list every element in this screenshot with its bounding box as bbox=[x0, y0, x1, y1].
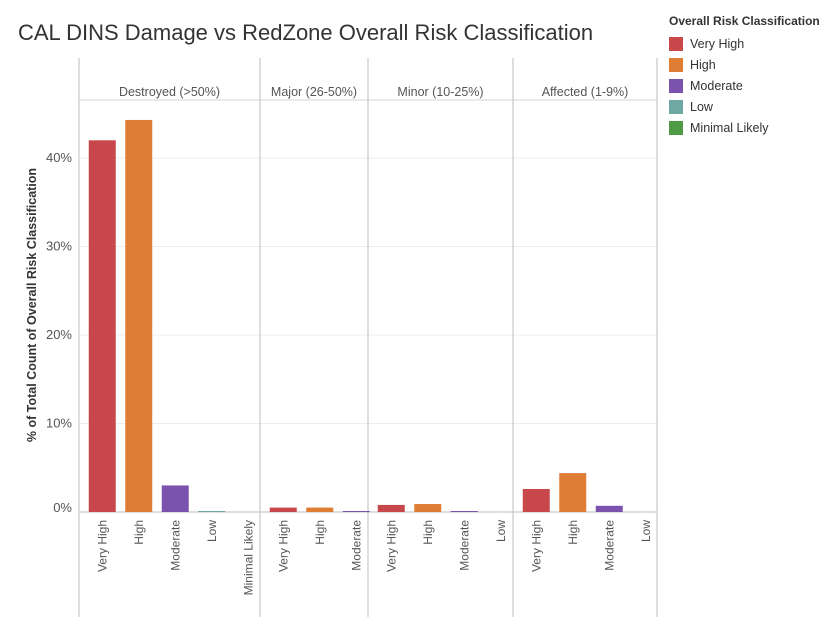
legend-item-low[interactable]: Low bbox=[669, 96, 837, 117]
bar-major-26-50-high bbox=[306, 507, 334, 512]
bar-destroyed-50-very-high bbox=[88, 140, 116, 513]
x-tick-label-moderate: Moderate bbox=[349, 520, 363, 571]
bar-affected-1-9-high bbox=[559, 473, 587, 512]
x-tick-label-moderate: Moderate bbox=[168, 520, 182, 571]
legend-swatch bbox=[669, 99, 683, 114]
bar-chart: Destroyed (>50%) Major (26-50%) Minor (10-… bbox=[25, 58, 658, 617]
y-tick-label: 40% bbox=[46, 150, 72, 165]
y-axis-label: % of Total Count of Overall Risk Classif… bbox=[25, 168, 39, 442]
bar-destroyed-50-low bbox=[198, 511, 226, 512]
panel-header-affected-1-9: Affected (1-9%) bbox=[542, 85, 629, 99]
x-tick-label-high: High bbox=[566, 520, 580, 545]
y-tick-label: 10% bbox=[46, 416, 72, 431]
legend-swatch bbox=[669, 78, 683, 93]
x-tick-label-low: Low bbox=[205, 520, 219, 542]
x-tick-label-high: High bbox=[421, 520, 435, 545]
x-tick-label-very-high: Very High bbox=[384, 520, 398, 572]
x-tick-label-moderate: Moderate bbox=[457, 520, 471, 571]
bar-major-26-50-very-high bbox=[269, 507, 297, 512]
legend-label: Moderate bbox=[690, 78, 743, 93]
x-tick-label-moderate: Moderate bbox=[602, 520, 616, 571]
bar-affected-1-9-very-high bbox=[522, 488, 550, 512]
legend-title: Overall Risk Classification bbox=[669, 14, 820, 28]
panel-header-destroyed-50: Destroyed (>50%) bbox=[119, 85, 220, 99]
x-tick-label-very-high: Very High bbox=[276, 520, 290, 572]
legend-label: Very High bbox=[690, 36, 745, 51]
panel-header-major-26-50: Major (26-50%) bbox=[271, 85, 357, 99]
x-tick-label-very-high: Very High bbox=[95, 520, 109, 572]
legend-label: Low bbox=[690, 99, 713, 114]
chart-title: CAL DINS Damage vs RedZone Overall Risk … bbox=[18, 20, 594, 45]
y-axis-ticks: 0% 10% 20% 30% 40% bbox=[46, 150, 72, 515]
x-tick-label-very-high: Very High bbox=[529, 520, 543, 572]
bar-minor-10-25-moderate bbox=[450, 511, 478, 512]
x-tick-label-minimal-likely: Minimal Likely bbox=[241, 520, 255, 595]
x-tick-label-low: Low bbox=[494, 520, 508, 542]
x-tick-label-low: Low bbox=[639, 520, 653, 542]
legend: Overall Risk Classification Very High Hig… bbox=[669, 14, 837, 138]
legend-swatch bbox=[669, 57, 683, 72]
legend-swatch bbox=[669, 36, 683, 51]
bar-minor-10-25-very-high bbox=[377, 504, 405, 512]
bar-minor-10-25-high bbox=[414, 504, 442, 512]
bars bbox=[88, 119, 623, 513]
x-tick-label-high: High bbox=[132, 520, 146, 545]
bar-destroyed-50-high bbox=[125, 119, 153, 512]
legend-item-minimal-likely[interactable]: Minimal Likely bbox=[669, 117, 837, 138]
bar-affected-1-9-moderate bbox=[595, 505, 623, 512]
legend-label: High bbox=[690, 57, 716, 72]
bar-destroyed-50-moderate bbox=[161, 485, 189, 512]
legend-item-high[interactable]: High bbox=[669, 54, 837, 75]
legend-item-very-high[interactable]: Very High bbox=[669, 33, 837, 54]
legend-item-moderate[interactable]: Moderate bbox=[669, 75, 837, 96]
panel-header-minor-10-25: Minor (10-25%) bbox=[397, 85, 483, 99]
x-tick-label-high: High bbox=[313, 520, 327, 545]
panel-headers: Destroyed (>50%) Major (26-50%) Minor (10-… bbox=[119, 85, 628, 99]
legend-label: Minimal Likely bbox=[690, 120, 769, 135]
y-tick-label: 30% bbox=[46, 239, 72, 254]
x-axis-tick-labels: Very High High Moderate Low Minimal Likely Ve… bbox=[95, 520, 653, 596]
panel-dividers bbox=[259, 58, 658, 617]
y-tick-label: 0% bbox=[53, 500, 72, 515]
legend-swatch bbox=[669, 120, 683, 135]
y-tick-label: 20% bbox=[46, 327, 72, 342]
legend-items: Very High High Moderate Low Minimal Likely bbox=[669, 33, 837, 138]
bar-major-26-50-moderate bbox=[342, 511, 370, 512]
